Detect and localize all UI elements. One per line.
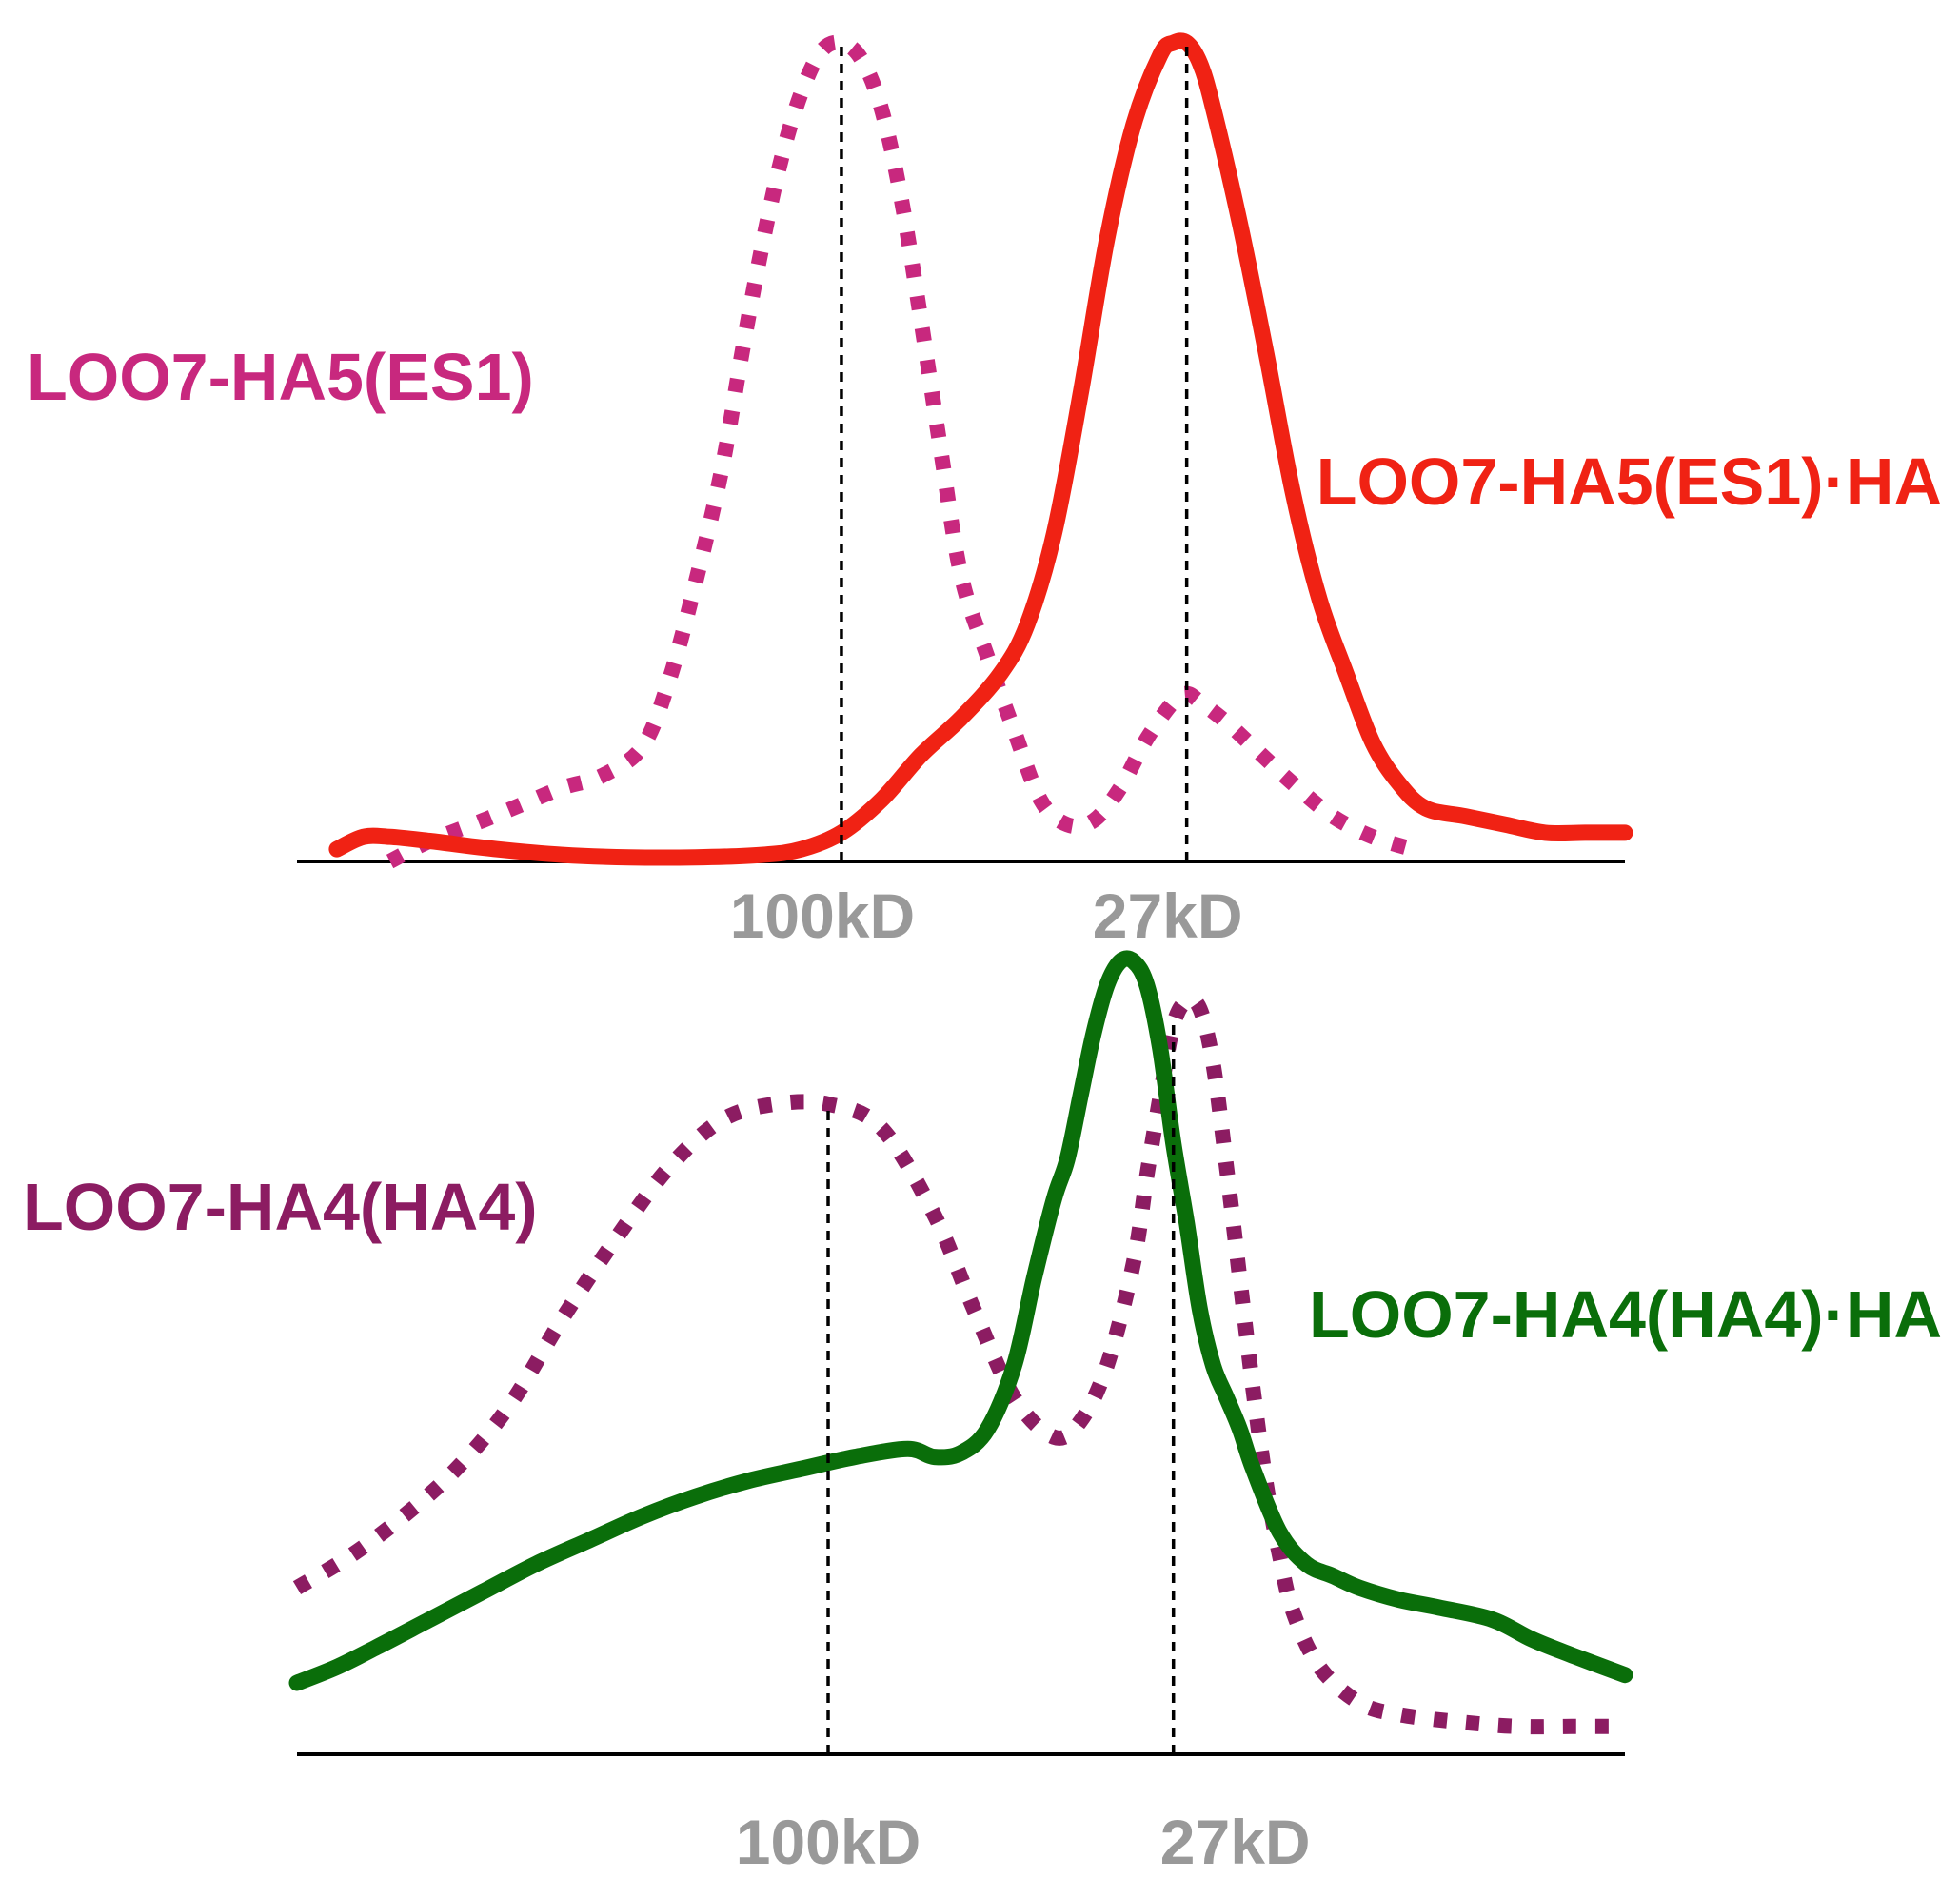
marker-label: 100kD xyxy=(730,880,916,951)
series-label: LOO7-HA5(ES1)·HA xyxy=(1317,445,1942,519)
series-line-dotted xyxy=(386,34,1416,869)
series-line-solid xyxy=(288,950,1633,1691)
series-line-dotted xyxy=(292,992,1625,1735)
chart-panel-1: 100kD 27kD LOO7-HA5(ES1) LOO7-HA5(ES1)·HA xyxy=(27,32,1942,951)
series-line-solid xyxy=(328,32,1633,866)
series-label: LOO7-HA5(ES1) xyxy=(27,340,534,414)
series-label: LOO7-HA4(HA4)·HA xyxy=(1309,1277,1942,1352)
marker-label: 27kD xyxy=(1160,1807,1311,1877)
series-label: LOO7-HA4(HA4) xyxy=(23,1170,538,1244)
marker-label: 100kD xyxy=(736,1807,921,1877)
chart-panel-2: 100kD 27kD LOO7-HA4(HA4) LOO7-HA4(HA4)·HA xyxy=(23,950,1942,1877)
marker-label: 27kD xyxy=(1093,880,1243,951)
